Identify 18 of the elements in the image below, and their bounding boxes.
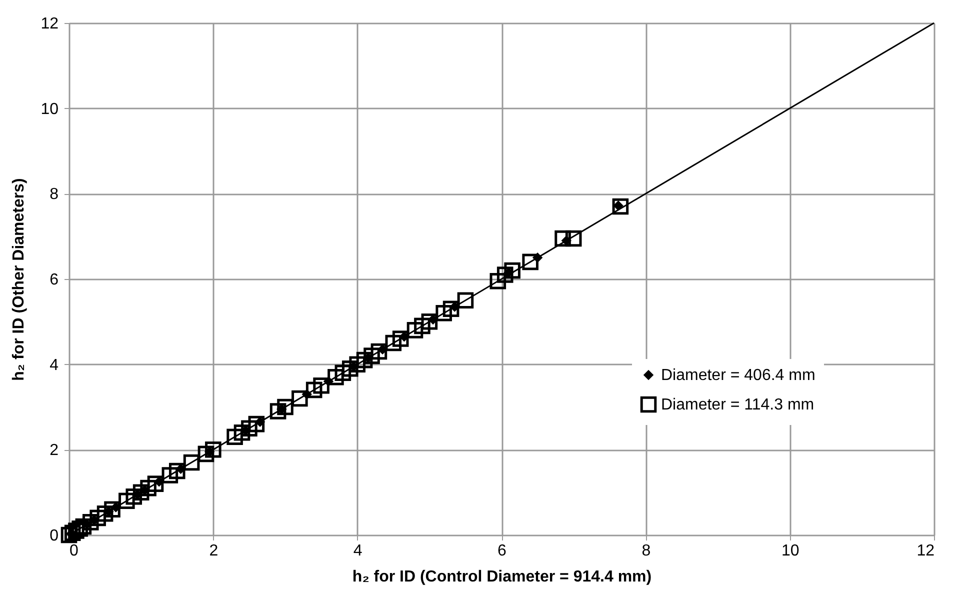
x-tick-label: 0 [70,542,78,560]
y-tick-label: 2 [50,442,59,460]
y-tick-label: 0 [50,528,59,544]
y-tick-label: 10 [40,100,59,118]
legend-label: Diameter = 114.3 mm [661,396,814,414]
x-tick-label: 10 [781,542,800,560]
x-tick-label: 4 [353,542,362,560]
y-tick-label: 12 [40,16,59,32]
y-tick-label: 8 [50,186,59,204]
x-axis-title: h₂ for ID (Control Diameter = 914.4 mm) [352,568,652,586]
x-tick-label: 12 [916,542,935,560]
legend-label: Diameter = 406.4 mm [661,367,816,384]
x-tick-label: 6 [498,542,507,560]
y-tick-label: 6 [50,272,59,288]
x-tick-label: 2 [209,542,218,560]
y-axis-title: h₂ for ID (Other Diameters) [10,178,28,381]
y-tick-label: 4 [50,356,59,374]
x-tick-label: 8 [642,542,651,560]
